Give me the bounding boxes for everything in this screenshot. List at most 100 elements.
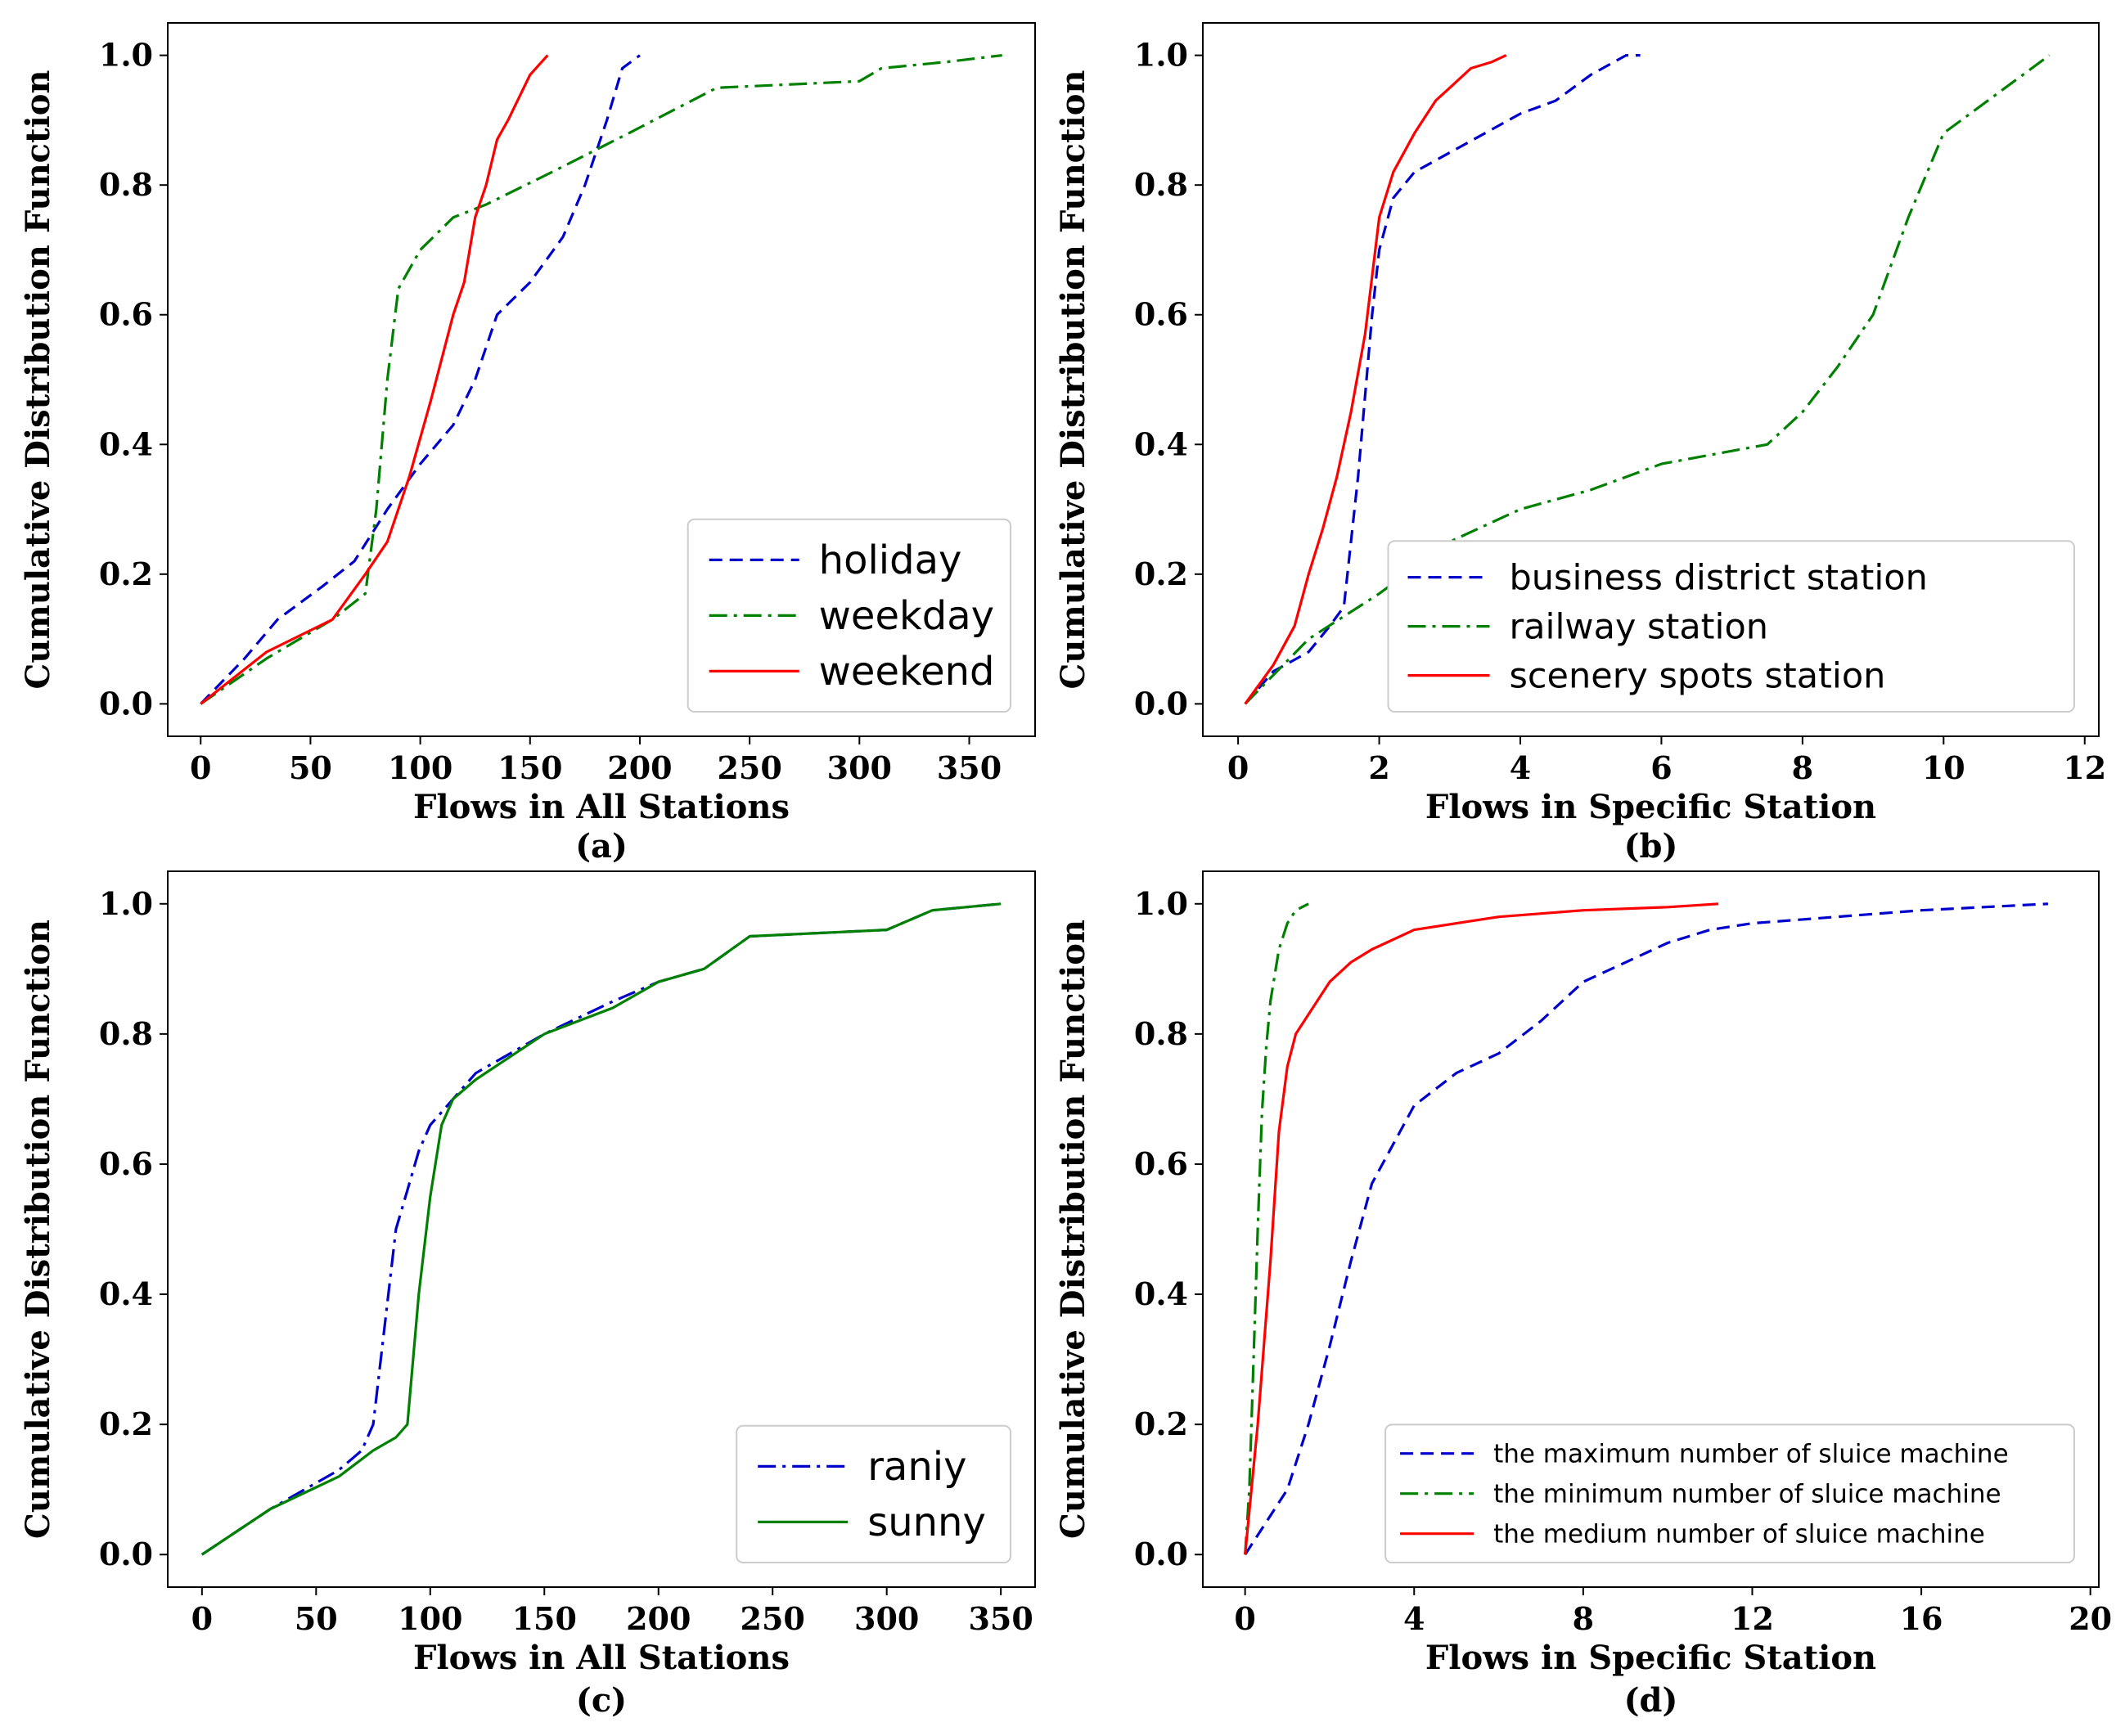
x-axis-label: Flows in All Stations	[413, 788, 790, 826]
x-axis-label: Flows in Specific Station	[1425, 788, 1876, 826]
y-tick-label: 0.8	[1134, 1015, 1188, 1052]
x-tick-label: 6	[1650, 749, 1672, 786]
panel-caption: (a)	[575, 827, 628, 866]
x-axis-label: Flows in All Stations	[413, 1639, 790, 1677]
x-tick-label: 8	[1573, 1600, 1594, 1637]
panel-caption: (d)	[1624, 1681, 1678, 1720]
x-tick-label: 4	[1403, 1600, 1425, 1637]
legend-label: weekday	[819, 593, 994, 639]
plot-frame	[1202, 22, 2100, 737]
plot-frame	[167, 22, 1036, 737]
legend-label: railway station	[1510, 607, 1769, 648]
y-axis-label: Cumulative Distribution Function	[1054, 70, 1092, 690]
series-line-scenery-spots-station	[1244, 54, 1507, 705]
y-tick-label: 0.0	[99, 685, 153, 722]
x-tick-label: 300	[827, 749, 892, 786]
x-tick-label: 2	[1368, 749, 1389, 786]
y-tick-label: 0.2	[99, 1405, 153, 1442]
series-line-the-maximum-number-of-sluice-machine	[1244, 902, 2049, 1556]
y-axis-label: Cumulative Distribution Function	[19, 70, 57, 690]
y-tick-label: 0.4	[1134, 425, 1188, 462]
y-tick-label: 0.6	[99, 1145, 153, 1182]
plot-frame	[1202, 870, 2100, 1588]
panel-caption: (c)	[576, 1681, 627, 1720]
legend-box	[687, 518, 1011, 713]
y-tick-label: 1.0	[99, 37, 153, 74]
y-tick-label: 0.0	[1134, 685, 1188, 722]
y-tick-label: 0.6	[1134, 1145, 1188, 1182]
legend-label: raniy	[867, 1444, 966, 1490]
y-tick-label: 0.8	[99, 1015, 153, 1052]
x-tick-label: 12	[2063, 749, 2106, 786]
y-tick-label: 0.6	[1134, 296, 1188, 333]
x-tick-label: 0	[1227, 749, 1249, 786]
y-tick-label: 0.6	[99, 296, 153, 333]
chart-panel-c: 0 50 100 150 200 250 300 350 0.0 0.2 0.4 0.6 0.8 1.0 F…	[19, 870, 1036, 1720]
x-tick-label: 0	[190, 749, 211, 786]
legend: the maximum number of sluice machine the …	[1384, 1423, 2075, 1564]
series-line-sunny	[200, 902, 1002, 1556]
x-tick-label: 250	[717, 749, 781, 786]
panel-caption: (b)	[1624, 827, 1678, 866]
y-tick-label: 0.4	[99, 425, 153, 462]
legend-label: the medium number of sluice machine	[1493, 1520, 1985, 1549]
legend-label: sunny	[867, 1500, 986, 1545]
series-line-holiday	[200, 54, 641, 705]
x-tick-label: 200	[626, 1600, 691, 1637]
x-tick-label: 50	[289, 749, 332, 786]
x-axis-label: Flows in Specific Station	[1425, 1639, 1876, 1677]
x-tick-label: 100	[388, 749, 452, 786]
x-tick-label: 300	[854, 1600, 919, 1637]
chart-panel-b: 0 2 4 6 8 10 12 0.0 0.2 0.4 0.6 0.8 1.0 Flows in Spec…	[1054, 22, 2106, 866]
legend: raniy sunny	[736, 1424, 1011, 1564]
y-tick-label: 0.8	[99, 166, 153, 203]
x-tick-label: 100	[398, 1600, 462, 1637]
series-line-business-district-station	[1244, 53, 1641, 705]
y-tick-label: 0.2	[1134, 1405, 1188, 1442]
x-tick-label: 8	[1792, 749, 1813, 786]
y-tick-label: 1.0	[1134, 37, 1188, 74]
plot-frame	[167, 870, 1036, 1588]
legend-label: business district station	[1510, 558, 1928, 599]
y-tick-label: 0.2	[1134, 555, 1188, 592]
x-tick-label: 16	[1900, 1600, 1943, 1637]
legend-box	[1387, 540, 2075, 713]
series-line-weekday	[200, 54, 1002, 705]
y-tick-label: 1.0	[1134, 885, 1188, 922]
y-axis-label: Cumulative Distribution Function	[1054, 920, 1092, 1539]
x-tick-label: 0	[1234, 1600, 1255, 1637]
y-tick-label: 0.2	[99, 555, 153, 592]
series-line-the-minimum-number-of-sluice-machine	[1244, 902, 1309, 1555]
legend: business district station railway station…	[1387, 540, 2075, 713]
y-tick-label: 0.0	[99, 1536, 153, 1572]
legend: holiday weekday weekend	[687, 518, 1011, 713]
legend-label: scenery spots station	[1510, 656, 1886, 697]
chart-panel-a: 0 50 100 150 200 250 300 350 0.0 0.2 0.4 0.6 0.8 1.0 F…	[19, 22, 1036, 866]
legend-label: the maximum number of sluice machine	[1493, 1440, 2009, 1469]
series-line-weekend	[200, 54, 549, 705]
y-tick-label: 0.4	[99, 1275, 153, 1312]
x-tick-label: 250	[741, 1600, 805, 1637]
y-axis-label: Cumulative Distribution Function	[19, 920, 57, 1539]
x-tick-label: 150	[512, 1600, 577, 1637]
x-tick-label: 150	[497, 749, 562, 786]
legend-label: holiday	[819, 537, 962, 583]
x-tick-label: 50	[295, 1600, 338, 1637]
legend-label: the minimum number of sluice machine	[1493, 1480, 2001, 1509]
x-tick-label: 0	[191, 1600, 213, 1637]
legend-box	[736, 1424, 1011, 1564]
x-tick-label: 12	[1731, 1600, 1774, 1637]
series-line-the-medium-number-of-sluice-machine	[1244, 902, 1719, 1555]
y-tick-label: 1.0	[99, 885, 153, 922]
y-tick-label: 0.8	[1134, 166, 1188, 203]
y-tick-label: 0.0	[1134, 1536, 1188, 1572]
x-tick-label: 10	[1922, 749, 1965, 786]
chart-panel-d: 0 4 8 12 16 20 0.0 0.2 0.4 0.6 0.8 1.0 Flows in Spec…	[1054, 870, 2112, 1720]
x-tick-label: 20	[2069, 1600, 2112, 1637]
x-tick-label: 4	[1510, 749, 1531, 786]
x-tick-label: 200	[607, 749, 672, 786]
legend-label: weekend	[819, 649, 995, 695]
legend-box	[1384, 1423, 2075, 1564]
x-tick-label: 350	[968, 1600, 1033, 1637]
